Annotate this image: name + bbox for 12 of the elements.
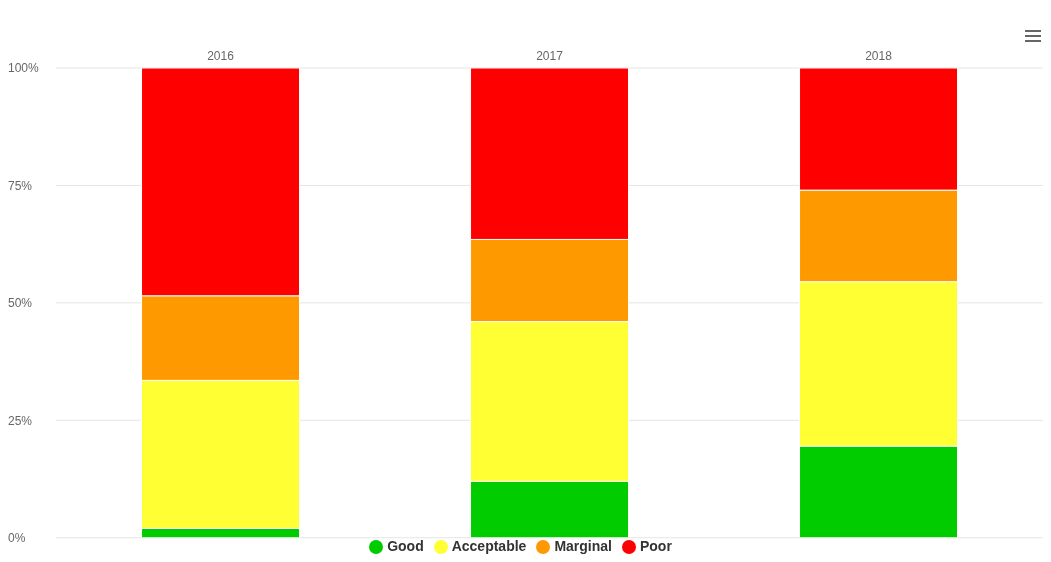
legend-label: Acceptable: [451, 537, 527, 554]
y-tick-label: 0%: [8, 530, 26, 545]
legend-label: Poor: [639, 537, 672, 554]
y-tick-label: 100%: [8, 61, 40, 76]
legend-label: Marginal: [554, 537, 612, 554]
y-tick-label: 50%: [8, 296, 33, 311]
x-tick-label: 2016: [207, 49, 235, 63]
x-tick-label: 2018: [865, 49, 893, 63]
y-tick-label: 25%: [8, 413, 33, 428]
x-tick-label: 2017: [536, 49, 564, 63]
legend-label: Good: [387, 537, 424, 554]
y-tick-label: 75%: [8, 178, 33, 193]
